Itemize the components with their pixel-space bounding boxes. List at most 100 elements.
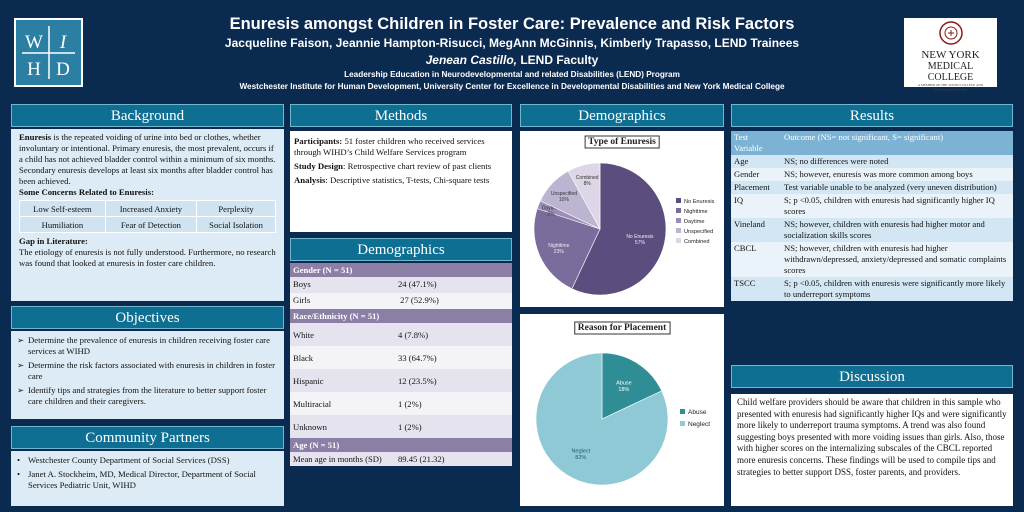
svg-text:H: H bbox=[27, 59, 41, 80]
results-variable: Gender bbox=[731, 168, 781, 181]
results-col2-header: Outcome (NS= not significant, S= signifi… bbox=[781, 131, 1013, 155]
legend-label: Unspecified bbox=[684, 229, 713, 235]
pie-label: No Enuresis 57% bbox=[626, 234, 654, 246]
results-outcome: S; p <0.05, children with enuresis had s… bbox=[781, 194, 1013, 218]
results-variable: Vineland bbox=[731, 218, 781, 242]
objective-item: ➢ Identify tips and strategies from the l… bbox=[17, 385, 267, 406]
legend-label: Abuse bbox=[688, 409, 707, 416]
pie-label: Neglect 82% bbox=[571, 448, 590, 461]
race-header: Race/Ethnicity (N = 51) bbox=[290, 309, 512, 323]
objectives-panel: ➢ Determine the prevalence of enuresis in… bbox=[11, 331, 284, 419]
legend-swatch bbox=[676, 238, 681, 243]
results-col1-header: Test Variable bbox=[731, 131, 781, 155]
pie-label: Nighttime 23% bbox=[548, 243, 569, 255]
table-cell: White bbox=[290, 323, 395, 346]
table-cell: Hispanic bbox=[290, 369, 395, 392]
gender-header: Gender (N = 51) bbox=[290, 263, 512, 277]
concern-cell: Increased Anxiety bbox=[104, 200, 198, 217]
analysis: Analysis: Descriptive statistics, T-test… bbox=[294, 175, 490, 185]
table-cell: 27 (52.9%) bbox=[395, 293, 512, 309]
results-variable: CBCL bbox=[731, 242, 781, 277]
discussion-text: Child welfare providers should be aware … bbox=[737, 397, 1007, 477]
table-cell: 1 (2%) bbox=[395, 415, 512, 438]
results-outcome: Test variable unable to be analyzed (ver… bbox=[781, 181, 1013, 194]
legend-swatch bbox=[680, 409, 685, 414]
institution: Westchester Institute for Human Developm… bbox=[239, 82, 785, 91]
partner-item: • Janet A. Stockheim, MD, Medical Directo… bbox=[17, 469, 256, 490]
wihd-logo-icon: W I H D bbox=[22, 26, 75, 80]
community-heading: Community Partners bbox=[11, 426, 284, 449]
table-cell: 89.45 (21.32) bbox=[395, 452, 512, 466]
legend-swatch bbox=[676, 208, 681, 213]
pie-label: Combined 8% bbox=[576, 175, 599, 187]
demographics-table: Gender (N = 51) Boys 24 (47.1%) Girls 27 … bbox=[290, 263, 512, 466]
results-variable: IQ bbox=[731, 194, 781, 218]
legend-label: No Enuresis bbox=[684, 199, 715, 205]
legend-label: Nighttime bbox=[684, 209, 708, 215]
faculty-name: Jenean Castillo, bbox=[425, 53, 517, 67]
legend-swatch bbox=[676, 228, 681, 233]
svg-text:I: I bbox=[59, 32, 68, 53]
gap-title: Gap in Literature: bbox=[19, 236, 88, 246]
pie-label: Unspecified 10% bbox=[551, 191, 577, 203]
table-cell: 33 (64.7%) bbox=[395, 346, 512, 369]
objective-item: ➢ Determine the risk factors associated w… bbox=[17, 360, 276, 381]
demographics-table-panel: Gender (N = 51) Boys 24 (47.1%) Girls 27 … bbox=[290, 263, 512, 466]
background-text: Enuresis is the repeated voiding of urin… bbox=[19, 132, 276, 186]
background-panel: Enuresis is the repeated voiding of urin… bbox=[11, 129, 284, 301]
poster-title: Enuresis amongst Children in Foster Care… bbox=[229, 15, 795, 33]
table-cell: Unknown bbox=[290, 415, 395, 438]
nymc-line2: MEDICAL COLLEGE bbox=[927, 61, 974, 83]
concern-cell: Perplexity bbox=[196, 200, 276, 217]
authors: Jacqueline Faison, Jeannie Hampton-Risuc… bbox=[224, 36, 800, 50]
community-panel: • Westchester County Department of Social… bbox=[11, 451, 284, 506]
results-panel: Test Variable Outcome (NS= not significan… bbox=[731, 131, 1013, 301]
legend-label: Daytime bbox=[684, 219, 705, 225]
svg-text:D: D bbox=[56, 59, 70, 80]
placement-pie-chart: Reason for Placement Abuse 18% Neglect 82% Ab… bbox=[535, 321, 710, 486]
table-cell: Girls bbox=[290, 293, 395, 309]
results-table: Test Variable Outcome (NS= not significan… bbox=[731, 131, 1013, 301]
program: Leadership Education in Neurodevelopment… bbox=[344, 70, 680, 79]
pie-slice-abuse bbox=[601, 352, 663, 420]
concern-cell: Fear of Detection bbox=[104, 216, 198, 233]
demographics-table-heading: Demographics bbox=[290, 238, 512, 261]
discussion-panel: Child welfare providers should be aware … bbox=[731, 394, 1013, 506]
chart-title: Type of Enuresis bbox=[588, 137, 656, 147]
pie-label: Abuse 18% bbox=[616, 380, 632, 393]
table-cell: 4 (7.8%) bbox=[395, 323, 512, 346]
objectives-heading: Objectives bbox=[11, 306, 284, 329]
results-outcome: NS; however, children with enuresis had … bbox=[781, 242, 1013, 277]
concerns-table: Low Self-esteem Increased Anxiety Perplexi… bbox=[19, 200, 276, 233]
results-outcome: NS; no differences were noted bbox=[781, 155, 1013, 168]
concern-cell: Low Self-esteem bbox=[19, 200, 106, 217]
demographics-charts-heading: Demographics bbox=[520, 104, 724, 127]
chart-title-box bbox=[584, 135, 660, 149]
enuresis-chart-panel: Type of Enuresis No Enuresis 57% Nighttime 2… bbox=[520, 131, 724, 307]
table-cell: 24 (47.1%) bbox=[395, 277, 512, 293]
results-variable: Placement bbox=[731, 181, 781, 194]
pie-label: Daytime 2% bbox=[542, 206, 561, 218]
table-cell: 1 (2%) bbox=[395, 392, 512, 415]
participants: Participants: 51 foster children who rec… bbox=[294, 136, 485, 157]
age-header: Age (N = 51) bbox=[290, 438, 512, 452]
pie-slice-nighttime bbox=[533, 208, 601, 290]
results-heading: Results bbox=[731, 104, 1013, 127]
background-heading: Background bbox=[11, 104, 284, 127]
discussion-heading: Discussion bbox=[731, 365, 1013, 388]
results-variable: Age bbox=[731, 155, 781, 168]
chart-title-box bbox=[574, 321, 671, 335]
gap-text: The etiology of enuresis is not fully un… bbox=[19, 247, 276, 268]
results-variable: TSCC bbox=[731, 277, 781, 301]
legend-swatch bbox=[680, 421, 685, 426]
nymc-line1: NEW YORK bbox=[921, 49, 980, 61]
nymc-logo: NEW YORK MEDICAL COLLEGE A MEMBER OF THE… bbox=[904, 18, 997, 92]
seal-icon bbox=[938, 21, 963, 45]
legend-swatch bbox=[676, 198, 681, 203]
nymc-sub: A MEMBER OF THE TOURO COLLEGE AND UNIVER… bbox=[917, 83, 984, 92]
objective-item: ➢ Determine the prevalence of enuresis in… bbox=[17, 335, 270, 356]
legend-label: Neglect bbox=[688, 421, 710, 428]
methods-heading: Methods bbox=[290, 104, 512, 127]
chart-title: Reason for Placement bbox=[578, 323, 667, 333]
table-cell: Mean age in months (SD) bbox=[290, 452, 395, 466]
